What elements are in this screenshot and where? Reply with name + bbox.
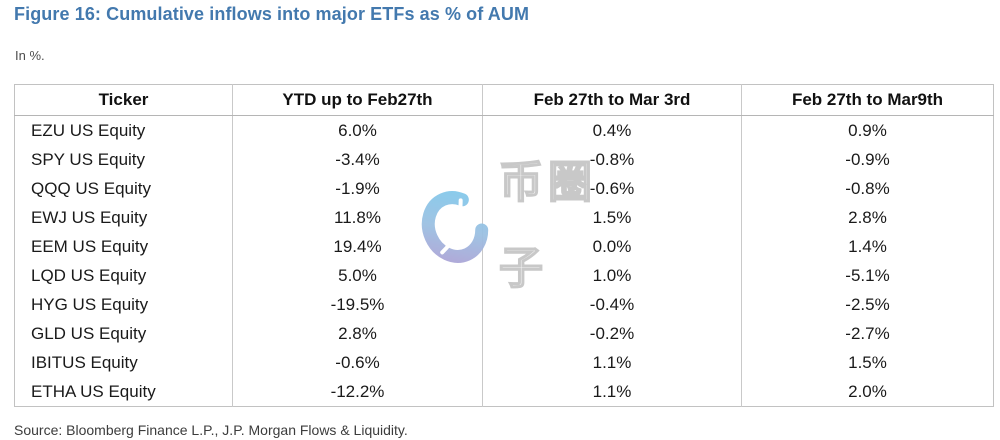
value-cell: 1.1% bbox=[482, 377, 742, 407]
ticker-cell: HYG US Equity bbox=[31, 294, 149, 314]
value-cell: -5.1% bbox=[741, 261, 994, 290]
value-cell: -0.9% bbox=[741, 145, 994, 174]
value-cell: 0.0% bbox=[482, 232, 742, 261]
ticker-cell: LQD US Equity bbox=[31, 265, 147, 285]
ticker-cell: IBITUS Equity bbox=[31, 352, 138, 372]
value-cell: 0.9% bbox=[741, 115, 994, 145]
etf-inflows-table: Ticker YTD up to Feb27th Feb 27th to Mar… bbox=[14, 84, 994, 407]
table-row: EEM US Equity 19.4% 0.0% 1.4% bbox=[15, 232, 994, 261]
figure-title: Figure 16: Cumulative inflows into major… bbox=[14, 4, 530, 24]
value-cell: 0.4% bbox=[482, 115, 742, 145]
value-cell: 2.8% bbox=[741, 203, 994, 232]
value-cell: -1.9% bbox=[232, 174, 483, 203]
table-row: ETHA US Equity -12.2% 1.1% 2.0% bbox=[15, 377, 994, 407]
ticker-cell: GLD US Equity bbox=[31, 323, 147, 343]
value-cell: 5.0% bbox=[232, 261, 483, 290]
source-line: Source: Bloomberg Finance L.P., J.P. Mor… bbox=[14, 422, 408, 438]
table-row: EWJ US Equity 11.8% 1.5% 2.8% bbox=[15, 203, 994, 232]
value-cell: 6.0% bbox=[232, 115, 483, 145]
column-header-ticker: Ticker bbox=[14, 84, 233, 116]
ticker-cell: EZU US Equity bbox=[31, 120, 146, 140]
value-cell: 1.5% bbox=[741, 348, 994, 377]
value-cell: -2.7% bbox=[741, 319, 994, 348]
value-cell: 2.0% bbox=[741, 377, 994, 407]
table-row: QQQ US Equity -1.9% -0.6% -0.8% bbox=[15, 174, 994, 203]
table-row: HYG US Equity -19.5% -0.4% -2.5% bbox=[15, 290, 994, 319]
value-cell: -3.4% bbox=[232, 145, 483, 174]
ticker-cell: SPY US Equity bbox=[31, 149, 146, 169]
value-cell: -0.6% bbox=[482, 174, 742, 203]
table-row: GLD US Equity 2.8% -0.2% -2.7% bbox=[15, 319, 994, 348]
ticker-cell: EWJ US Equity bbox=[31, 207, 148, 227]
value-cell: -0.2% bbox=[482, 319, 742, 348]
value-cell: 1.4% bbox=[741, 232, 994, 261]
value-cell: 1.1% bbox=[482, 348, 742, 377]
ticker-cell: ETHA US Equity bbox=[31, 381, 156, 401]
value-cell: -0.4% bbox=[482, 290, 742, 319]
column-header-feb27-mar3: Feb 27th to Mar 3rd bbox=[482, 84, 742, 116]
value-cell: -19.5% bbox=[232, 290, 483, 319]
value-cell: -0.8% bbox=[741, 174, 994, 203]
column-header-feb27-mar9: Feb 27th to Mar9th bbox=[741, 84, 994, 116]
value-cell: -12.2% bbox=[232, 377, 483, 407]
table-row: SPY US Equity -3.4% -0.8% -0.9% bbox=[15, 145, 994, 174]
column-header-ytd: YTD up to Feb27th bbox=[232, 84, 483, 116]
value-cell: 2.8% bbox=[232, 319, 483, 348]
table-row: LQD US Equity 5.0% 1.0% -5.1% bbox=[15, 261, 994, 290]
value-cell: -0.8% bbox=[482, 145, 742, 174]
table-row: IBITUS Equity -0.6% 1.1% 1.5% bbox=[15, 348, 994, 377]
ticker-cell: EEM US Equity bbox=[31, 236, 149, 256]
value-cell: 11.8% bbox=[232, 203, 483, 232]
value-cell: -2.5% bbox=[741, 290, 994, 319]
table-row: EZU US Equity 6.0% 0.4% 0.9% bbox=[15, 115, 994, 145]
table-header-row: Ticker YTD up to Feb27th Feb 27th to Mar… bbox=[14, 84, 994, 116]
value-cell: -0.6% bbox=[232, 348, 483, 377]
value-cell: 1.0% bbox=[482, 261, 742, 290]
value-cell: 1.5% bbox=[482, 203, 742, 232]
ticker-cell: QQQ US Equity bbox=[31, 178, 151, 198]
figure-subtitle: In %. bbox=[15, 48, 45, 63]
value-cell: 19.4% bbox=[232, 232, 483, 261]
